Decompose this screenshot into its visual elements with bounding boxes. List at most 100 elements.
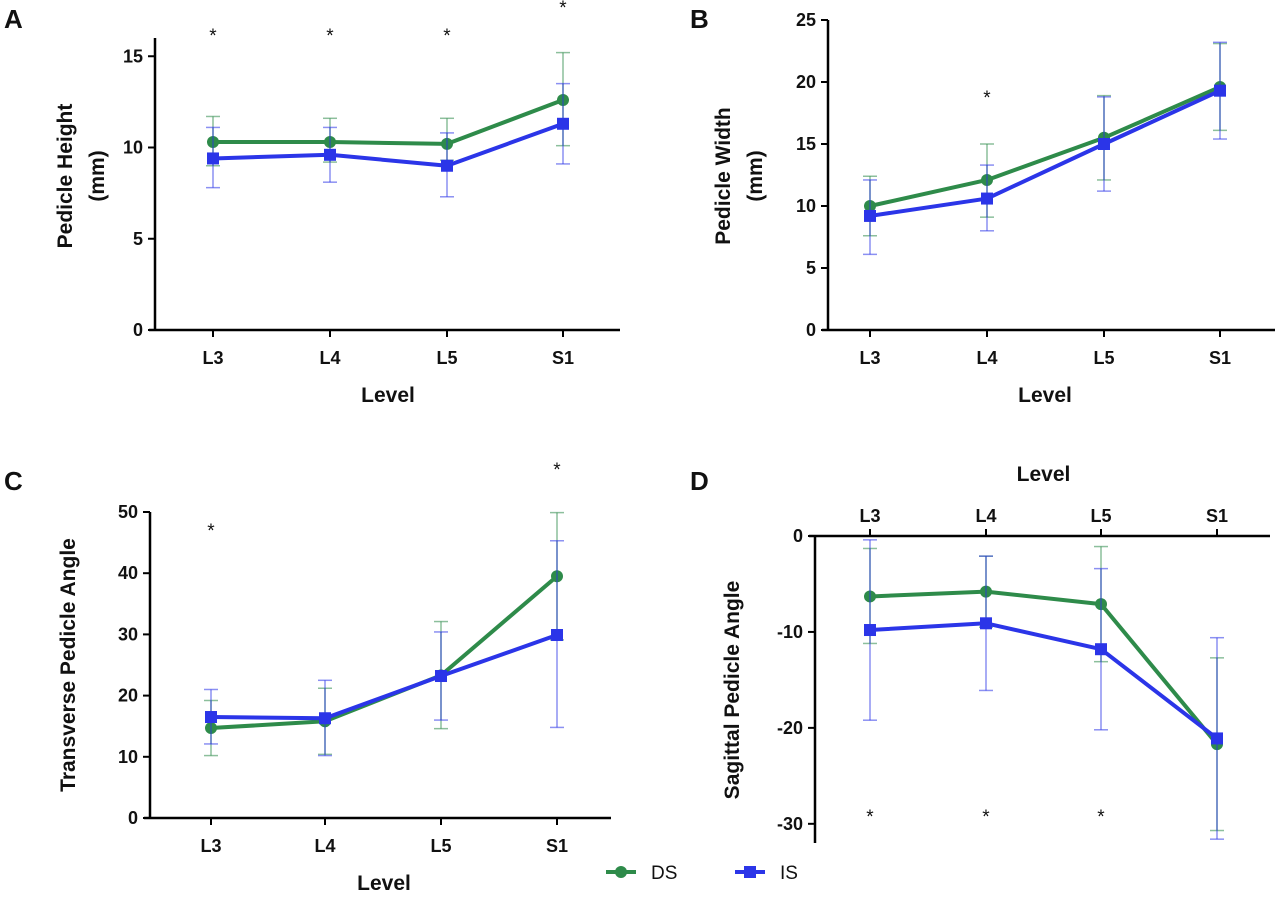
- y-axis-title: Transverse Pedicle Angle: [57, 538, 80, 792]
- y-tick-label: 30: [118, 624, 138, 644]
- series-is: [206, 82, 570, 198]
- chart-panel-c: C 0 10 20 30 40 50 L3 L4 L5 S1 Level Transverse Pedi…: [4, 460, 611, 895]
- significance-marker: *: [207, 521, 215, 542]
- series-line: [869, 85, 1221, 208]
- y-tick-label: 15: [796, 134, 816, 154]
- x-tick-label: L5: [436, 348, 457, 368]
- legend-item-is: IS: [735, 863, 798, 884]
- legend-label: IS: [780, 863, 798, 884]
- x-tick-label: L4: [975, 506, 996, 526]
- data-point: [207, 152, 219, 165]
- x-tick-label: L3: [859, 506, 880, 526]
- significance-marker: *: [983, 88, 991, 109]
- y-tick-label: 20: [796, 72, 816, 92]
- series-line: [212, 121, 564, 168]
- data-point: [864, 209, 876, 222]
- significance-marker: *: [209, 26, 217, 47]
- data-point: [324, 148, 336, 161]
- significance-marker: *: [982, 807, 990, 828]
- significance-marker: *: [443, 26, 451, 47]
- series-line: [210, 633, 558, 721]
- y-tick-label: 5: [133, 229, 143, 249]
- data-point: [205, 711, 217, 724]
- data-point: [864, 624, 876, 637]
- significance-marker: *: [1097, 807, 1105, 828]
- y-tick-label: -20: [777, 718, 803, 738]
- x-tick-label: S1: [1206, 506, 1228, 526]
- legend: DS IS: [606, 863, 798, 884]
- y-tick-label: 0: [133, 320, 143, 340]
- x-tick-label: L3: [859, 348, 880, 368]
- series-line: [869, 621, 1219, 741]
- y-tick-label: -30: [777, 814, 803, 834]
- y-tick-label: 10: [123, 138, 143, 158]
- chart-panel-a: A 0 5 10 15 L3 L4 L5 S1 Level Pedicle Height (mm) * *…: [4, 0, 620, 407]
- significance-marker: *: [866, 807, 874, 828]
- y-tick-label: 15: [123, 46, 143, 66]
- y-tick-label: 0: [806, 320, 816, 340]
- x-tick-label: S1: [546, 836, 568, 856]
- legend-label: DS: [651, 863, 677, 884]
- panel-letter: B: [690, 4, 709, 34]
- panel-letter: A: [4, 4, 23, 34]
- data-point: [551, 629, 563, 642]
- panel-letter: D: [690, 466, 709, 496]
- series-line: [869, 589, 1219, 746]
- y-tick-label: 10: [796, 196, 816, 216]
- series-is: [204, 540, 564, 757]
- x-tick-label: L4: [319, 348, 340, 368]
- x-axis-title: Level: [1018, 384, 1072, 407]
- significance-marker: *: [326, 26, 334, 47]
- y-tick-label: 0: [128, 808, 138, 828]
- series-ds: [863, 545, 1224, 832]
- x-tick-label: S1: [552, 348, 574, 368]
- panel-letter: C: [4, 466, 23, 496]
- x-tick-label: L5: [1093, 348, 1114, 368]
- y-axis-title: (mm): [744, 150, 767, 201]
- x-tick-label: S1: [1209, 348, 1231, 368]
- data-point: [557, 117, 569, 130]
- y-axis-title: Pedicle Height: [54, 104, 77, 249]
- data-point: [1098, 138, 1110, 150]
- y-tick-label: 40: [118, 563, 138, 583]
- x-tick-label: L4: [976, 348, 997, 368]
- series-ds: [206, 51, 570, 167]
- y-axis-title: (mm): [86, 150, 109, 201]
- chart-panel-d: D 0 -10 -20 -30 L3 L4 L5 S1 Level Sagittal Pedicle…: [690, 463, 1270, 843]
- series-is: [863, 41, 1227, 256]
- x-axis-title: Level: [361, 384, 415, 407]
- chart-panel-b: B 0 5 10 15 20 25 L3 L4 L5 S1 Level Pedicle Width (mm…: [690, 4, 1275, 407]
- data-point: [981, 192, 993, 205]
- y-tick-label: 5: [806, 258, 816, 278]
- series-line: [213, 98, 564, 146]
- y-tick-label: 10: [118, 747, 138, 767]
- data-point: [1095, 643, 1107, 656]
- y-axis-title: Pedicle Width: [712, 107, 735, 245]
- series-line: [869, 88, 1221, 218]
- legend-marker: [615, 866, 627, 878]
- y-tick-label: 50: [118, 502, 138, 522]
- y-tick-label: -10: [777, 622, 803, 642]
- x-tick-label: L3: [200, 836, 221, 856]
- x-tick-label: L3: [202, 348, 223, 368]
- data-point: [1211, 732, 1223, 745]
- x-axis-title: Level: [357, 872, 411, 895]
- series-is: [863, 539, 1224, 840]
- data-point: [441, 159, 453, 172]
- y-tick-label: 20: [118, 686, 138, 706]
- legend-item-ds: DS: [606, 863, 677, 884]
- data-point: [1214, 84, 1226, 97]
- significance-marker: *: [553, 460, 561, 481]
- significance-marker: *: [559, 0, 567, 19]
- x-tick-label: L5: [1090, 506, 1111, 526]
- data-point: [319, 712, 331, 725]
- y-axis-title: Sagittal Pedicle Angle: [721, 581, 744, 800]
- data-point: [435, 670, 447, 683]
- y-tick-label: 0: [793, 526, 803, 546]
- x-axis-title: Level: [1017, 463, 1071, 486]
- legend-marker: [744, 866, 756, 878]
- x-tick-label: L4: [314, 836, 335, 856]
- data-point: [980, 617, 992, 630]
- y-tick-label: 25: [796, 10, 816, 30]
